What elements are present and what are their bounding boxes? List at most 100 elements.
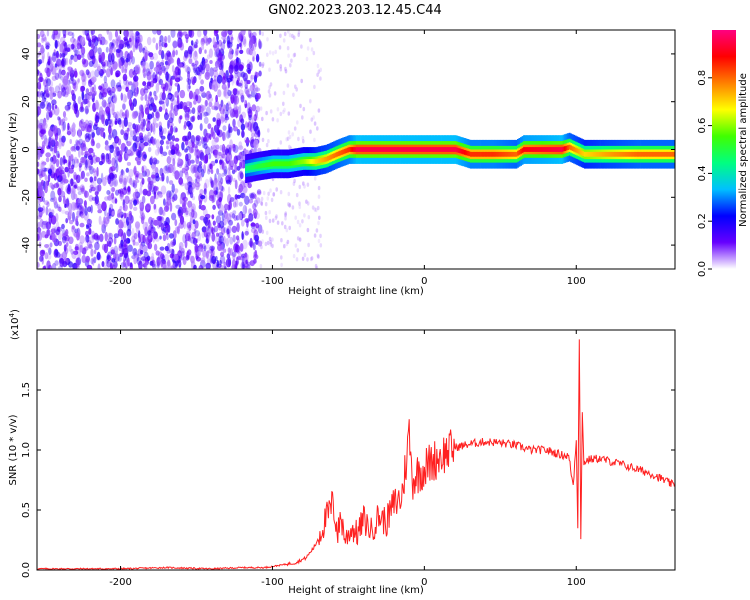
spectrogram-noise-cell — [296, 248, 300, 253]
spectrogram-signal-cell — [346, 147, 349, 153]
spectrogram-noise-cell — [58, 195, 62, 203]
spectrogram-noise-cell — [213, 30, 218, 37]
spectrogram-noise-cell — [86, 240, 92, 249]
spectrogram-noise-cell — [123, 132, 129, 141]
spectrogram-noise-cell — [254, 130, 259, 138]
spectrogram-noise-cell — [75, 174, 81, 184]
spectrogram-signal-cell — [571, 146, 574, 151]
spectrogram-noise-cell — [237, 171, 243, 182]
spectrogram-noise-cell — [223, 36, 226, 44]
spectrogram-noise-cell — [284, 216, 287, 221]
spectrogram-signal-cell — [556, 147, 559, 152]
spectrogram-signal-cell — [310, 159, 313, 164]
spectrogram-noise-cell — [271, 218, 275, 223]
spectrogram-noise-cell — [256, 92, 261, 100]
spectrogram-noise-cell — [177, 40, 183, 48]
spectrogram-noise-cell — [127, 238, 131, 244]
spectrogram-signal-cell — [316, 158, 319, 164]
spectrogram-noise-cell — [162, 151, 168, 157]
spectrogram-noise-cell — [107, 159, 112, 165]
spectrogram-noise-cell — [135, 31, 140, 36]
spectrogram-noise-cell — [57, 166, 62, 175]
spectrogram-noise-cell — [91, 76, 97, 83]
spectrogram-noise-cell — [212, 220, 216, 226]
spectrogram-noise-cell — [236, 71, 242, 78]
spectrogram-noise-cell — [268, 218, 272, 224]
spectrogram-noise-cell — [223, 89, 227, 97]
y-tick-label: 40 — [21, 48, 32, 61]
spectrogram-noise-cell — [41, 163, 45, 171]
spectrogram-noise-cell — [202, 60, 207, 69]
spectrogram-noise-cell — [158, 100, 165, 105]
spectrogram-noise-cell — [166, 94, 172, 99]
spectrogram-noise-cell — [122, 73, 128, 82]
spectrogram-noise-cell — [284, 212, 287, 218]
spectrogram-noise-cell — [212, 117, 216, 122]
spectrogram-noise-cell — [37, 70, 40, 75]
spectrogram-noise-cell — [54, 85, 61, 94]
spectrogram-noise-cell — [258, 38, 261, 48]
spectrogram-noise-cell — [246, 67, 252, 74]
spectrogram-noise-cell — [77, 205, 82, 210]
spectrogram-noise-cell — [148, 146, 152, 153]
spectrogram-noise-cell — [79, 244, 83, 253]
spectrogram-noise-cell — [111, 86, 116, 94]
spectrogram-noise-cell — [268, 50, 272, 55]
spectrogram-signal-cell — [413, 147, 416, 152]
spectrogram-noise-cell — [205, 99, 209, 107]
spectrogram-noise-cell — [75, 139, 79, 146]
spectrogram-noise-cell — [47, 51, 50, 60]
spectrogram-noise-cell — [92, 234, 98, 240]
spectrogram-noise-cell — [61, 118, 66, 124]
spectrogram-noise-cell — [70, 178, 74, 187]
spectrogram-noise-cell — [88, 40, 92, 47]
spectrogram-noise-cell — [118, 119, 122, 125]
spectrogram-noise-cell — [243, 253, 249, 261]
spectrogram-noise-cell — [142, 188, 148, 196]
spectrogram-noise-cell — [184, 232, 191, 242]
spectrogram-noise-cell — [228, 161, 232, 171]
spectrogram-noise-cell — [240, 172, 244, 180]
spectrogram-noise-cell — [56, 58, 62, 67]
spectrogram-noise-cell — [155, 175, 160, 182]
spectrogram-noise-cell — [241, 219, 245, 227]
spectrogram-signal-cell — [280, 161, 282, 167]
spectrogram-noise-cell — [118, 189, 121, 194]
spectrogram-noise-cell — [146, 122, 151, 130]
spectrogram-noise-cell — [74, 218, 78, 226]
spectrogram-noise-cell — [111, 39, 116, 47]
spectrogram-noise-cell — [257, 240, 263, 247]
spectrogram-noise-cell — [88, 195, 94, 202]
spectrogram-noise-cell — [72, 82, 77, 90]
spectrogram-noise-cell — [319, 243, 323, 248]
spectrogram-noise-cell — [246, 47, 251, 55]
spectrogram-signal-cell — [410, 147, 413, 152]
spectrogram-noise-cell — [144, 51, 148, 61]
spectrogram-noise-cell — [37, 262, 40, 268]
spectrogram-x-label: Height of straight line (km) — [288, 286, 424, 297]
spectrogram-noise-cell — [231, 213, 236, 219]
spectrogram-signal-cell — [267, 162, 270, 167]
spectrogram-noise-cell — [188, 122, 193, 131]
spectrogram-noise-cell — [231, 77, 234, 86]
spectrogram-noise-cell — [128, 98, 133, 107]
spectrogram-noise-cell — [122, 204, 128, 212]
spectrogram-noise-cell — [178, 177, 184, 185]
spectrogram-noise-cell — [195, 136, 200, 145]
spectrogram-noise-cell — [247, 121, 252, 131]
spectrogram-noise-cell — [39, 101, 46, 109]
spectrogram-noise-cell — [84, 236, 88, 244]
spectrogram-noise-cell — [113, 180, 117, 186]
spectrogram-noise-cell — [125, 80, 130, 90]
spectrogram-signal-cell — [354, 147, 357, 152]
spectrogram-noise-cell — [192, 237, 198, 245]
spectrogram-noise-cell — [67, 185, 71, 193]
spectrogram-noise-cell — [155, 123, 159, 128]
spectrogram-noise-cell — [70, 37, 76, 43]
snr-series-line — [37, 339, 675, 570]
spectrogram-noise-cell — [203, 30, 208, 36]
spectrogram-noise-cell — [167, 35, 171, 43]
spectrogram-noise-cell — [203, 182, 208, 192]
spectrogram-signal-cell — [579, 149, 582, 155]
spectrogram-noise-cell — [108, 232, 113, 240]
